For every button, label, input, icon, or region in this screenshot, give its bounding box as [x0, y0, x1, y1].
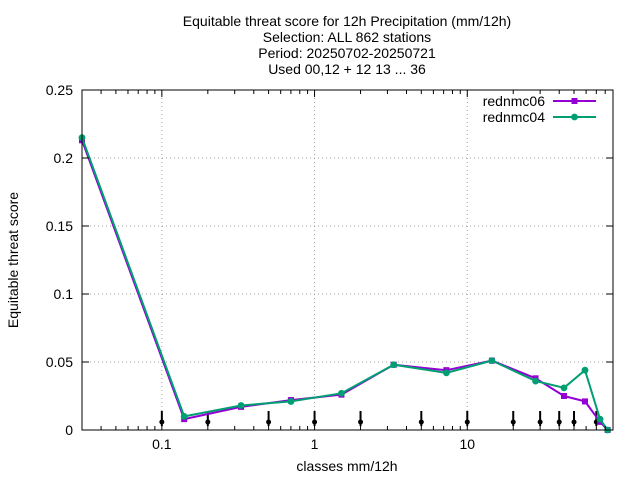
legend-label-rednmc04: rednmc04	[483, 109, 545, 125]
data-point-rednmc04	[237, 402, 245, 409]
plot-border	[81, 89, 614, 431]
y-tick-label: 0.05	[46, 354, 73, 370]
data-point-rednmc04	[560, 384, 568, 392]
y-axis-label: Equitable threat score	[5, 192, 21, 328]
x-tick-label: 0.1	[152, 436, 172, 452]
legend-marker-rednmc06	[571, 98, 578, 104]
y-axis: 0 0.05 0.1 0.15 0.2 0.25	[46, 82, 613, 438]
x-axis-label: classes mm/12h	[296, 458, 397, 474]
threshold-marker-dot	[571, 419, 577, 425]
data-point-rednmc04	[532, 377, 539, 385]
data-point-rednmc06	[581, 398, 588, 405]
y-tick-label: 0.15	[46, 218, 73, 234]
data-point-rednmc04	[581, 366, 589, 374]
threshold-marker-dot	[418, 419, 424, 425]
title-line-1: Equitable threat score for 12h Precipita…	[183, 13, 511, 29]
chart-title: Equitable threat score for 12h Precipita…	[183, 13, 511, 77]
title-line-3: Period: 20250702-20250721	[258, 45, 436, 61]
title-line-2: Selection: ALL 862 stations	[263, 29, 431, 45]
threshold-marker-dot	[159, 419, 165, 425]
data-point-rednmc04	[596, 415, 604, 423]
threshold-marker-dot	[510, 419, 516, 425]
threshold-marker-dot	[358, 419, 364, 425]
data-point-rednmc04	[338, 389, 345, 397]
y-tick-label: 0.1	[54, 286, 74, 302]
x-tick-label: 10	[459, 436, 475, 452]
data-point-rednmc06	[561, 393, 568, 399]
data-point-rednmc04	[180, 413, 188, 420]
threshold-marker-dot	[464, 419, 470, 425]
y-tick-label: 0.2	[54, 150, 74, 166]
y-tick-label: 0	[65, 422, 73, 438]
title-line-4: Used 00,12 + 12 13 ... 36	[268, 61, 426, 77]
threshold-marker-dot	[312, 419, 318, 425]
data-point-rednmc04	[488, 357, 496, 365]
grid	[82, 90, 613, 430]
data-point-rednmc04	[443, 369, 450, 377]
threshold-marker-dot	[205, 419, 211, 425]
legend-marker-rednmc04	[571, 113, 578, 121]
threshold-marker-dot	[266, 419, 272, 425]
x-axis: 0.1 1 10	[81, 90, 614, 452]
threshold-marker-dot	[556, 419, 562, 425]
x-tick-label: 1	[311, 436, 319, 452]
threshold-marker-dot	[537, 419, 543, 425]
data-point-rednmc04	[390, 361, 398, 369]
y-tick-label: 0.25	[46, 82, 73, 98]
legend-label-rednmc06: rednmc06	[483, 93, 545, 109]
data-point-rednmc04	[287, 398, 295, 405]
